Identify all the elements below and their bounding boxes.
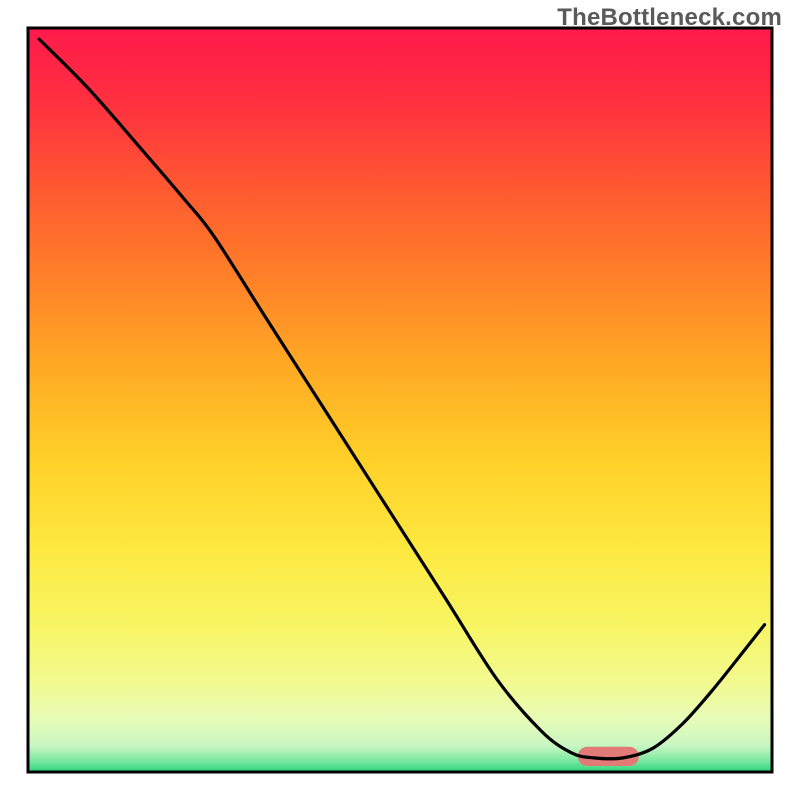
chart-container: TheBottleneck.com [0,0,800,800]
gradient-curve-chart [0,0,800,800]
chart-background-gradient [28,28,772,772]
